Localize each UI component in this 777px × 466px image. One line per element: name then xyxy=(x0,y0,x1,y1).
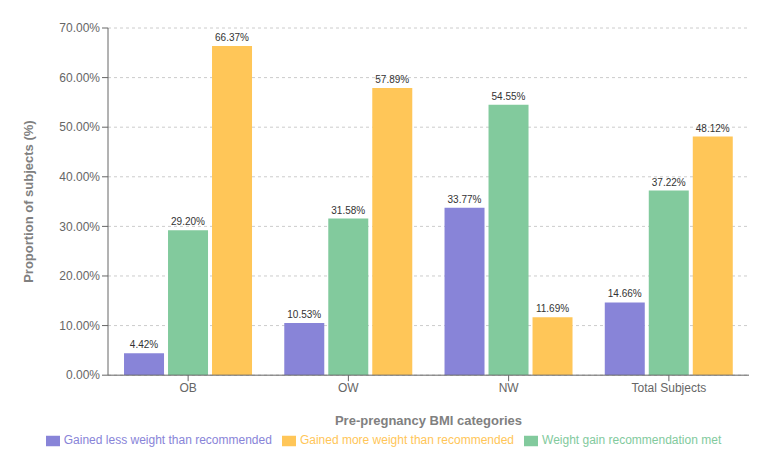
svg-text:31.58%: 31.58% xyxy=(331,205,365,216)
svg-text:0.00%: 0.00% xyxy=(66,368,100,382)
svg-text:66.37%: 66.37% xyxy=(215,32,249,43)
svg-text:20.00%: 20.00% xyxy=(59,269,100,283)
svg-text:54.55%: 54.55% xyxy=(492,91,526,102)
svg-text:OW: OW xyxy=(338,381,359,395)
svg-text:30.00%: 30.00% xyxy=(59,220,100,234)
svg-text:10.00%: 10.00% xyxy=(59,319,100,333)
svg-text:70.00%: 70.00% xyxy=(59,21,100,35)
html-text:Gained more weight than recomm: Gained more weight than recommended xyxy=(299,433,514,448)
svg-text:Pre-pregnancy BMI categories: Pre-pregnancy BMI categories xyxy=(335,413,522,428)
svg-text:10.53%: 10.53% xyxy=(287,309,321,320)
svg-text:57.89%: 57.89% xyxy=(375,74,409,85)
html-text:Gained less weight than recomm: Gained less weight than recommended xyxy=(63,433,272,448)
svg-text:14.66%: 14.66% xyxy=(608,288,642,299)
svg-text:40.00%: 40.00% xyxy=(59,170,100,184)
svg-text:11.69%: 11.69% xyxy=(536,303,569,314)
svg-text:NW: NW xyxy=(499,381,520,395)
svg-text:48.12%: 48.12% xyxy=(696,123,730,134)
svg-text:OB: OB xyxy=(179,381,196,395)
html-text:Weight gain recommendation met: Weight gain recommendation met xyxy=(542,433,722,448)
svg-text:Total Subjects: Total Subjects xyxy=(632,381,707,395)
svg-text:29.20%: 29.20% xyxy=(171,216,205,227)
svg-text:4.42%: 4.42% xyxy=(130,339,158,350)
svg-text:37.22%: 37.22% xyxy=(652,177,686,188)
svg-text:Proportion of subjects (%): Proportion of subjects (%) xyxy=(21,120,36,283)
svg-text:33.77%: 33.77% xyxy=(448,194,482,205)
svg-text:50.00%: 50.00% xyxy=(59,120,100,134)
svg-text:60.00%: 60.00% xyxy=(59,71,100,85)
